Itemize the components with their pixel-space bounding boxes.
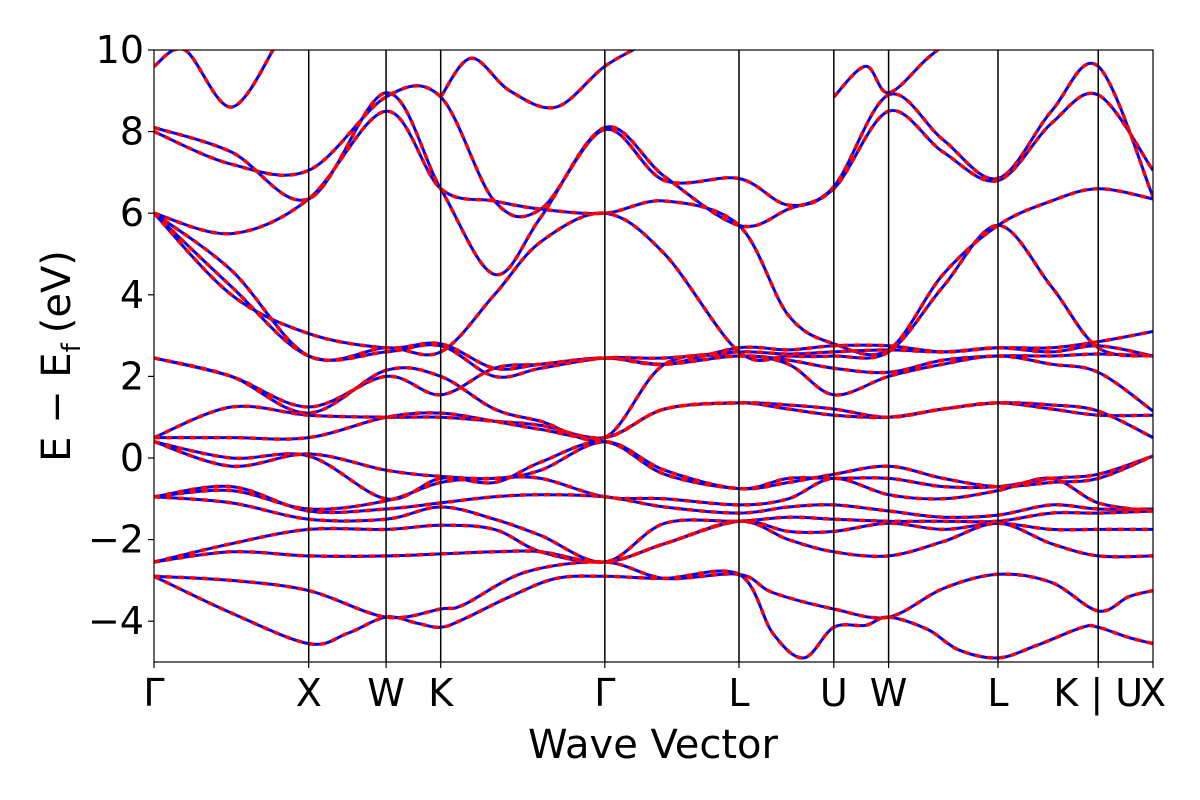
y-tick-label-6: 8 xyxy=(120,110,144,154)
y-tick-label-3: 2 xyxy=(120,354,144,398)
x-tick-label-8: L xyxy=(987,671,1008,715)
kpoint-lines xyxy=(307,50,1099,662)
x-axis-title: Wave Vector xyxy=(528,722,779,768)
x-tick-label-4: Γ xyxy=(594,671,615,715)
band-line-red-dashed-19 xyxy=(154,50,275,109)
band-line-red-dashed-7 xyxy=(154,439,1153,501)
x-tick-label-6: U xyxy=(820,671,848,715)
plot-frame xyxy=(153,49,1154,663)
band-line-red-dashed-6 xyxy=(154,475,1153,513)
y-axis-title-group: E − Ef (eV) xyxy=(34,250,87,462)
band-line-red-dashed-3 xyxy=(154,519,1153,564)
x-tick-label-1: X xyxy=(296,671,322,715)
band-line-red-dashed-1 xyxy=(154,560,1153,620)
x-tick-label-5: L xyxy=(728,671,749,715)
x-tick-label-10: X xyxy=(1140,671,1166,715)
y-tick-label-5: 6 xyxy=(120,191,144,235)
y-tick-label-7: 10 xyxy=(96,28,144,72)
x-tick-label-0: Γ xyxy=(143,671,164,715)
y-axis-title: E − Ef (eV) xyxy=(34,250,87,462)
band-line-red-dashed-16 xyxy=(154,109,1153,357)
y-ticks: −4 −2 0 2 4 6 8 10 xyxy=(88,28,154,643)
band-line-red-dashed-18 xyxy=(154,61,1153,277)
y-tick-label-0: −4 xyxy=(88,599,144,643)
x-tick-label-9: K | U xyxy=(1053,671,1143,716)
y-axis-title-unit: (eV) xyxy=(34,250,80,333)
x-tick-label-2: W xyxy=(367,671,405,715)
band-line-red-dashed-8 xyxy=(154,439,1153,491)
x-tick-label-7: W xyxy=(870,671,908,715)
y-axis-title-subscript: f xyxy=(57,342,87,352)
band-line-red-dashed-4 xyxy=(154,495,1153,564)
y-tick-label-1: −2 xyxy=(88,518,144,562)
y-axis-title-main: E − E xyxy=(34,352,80,462)
x-tick-label-3: K xyxy=(428,671,454,715)
band-line-red-dashed-0 xyxy=(154,569,1153,660)
y-tick-label-4: 4 xyxy=(120,273,144,317)
band-line-red-dashed-20 xyxy=(439,50,637,110)
y-tick-label-2: 0 xyxy=(120,436,144,480)
